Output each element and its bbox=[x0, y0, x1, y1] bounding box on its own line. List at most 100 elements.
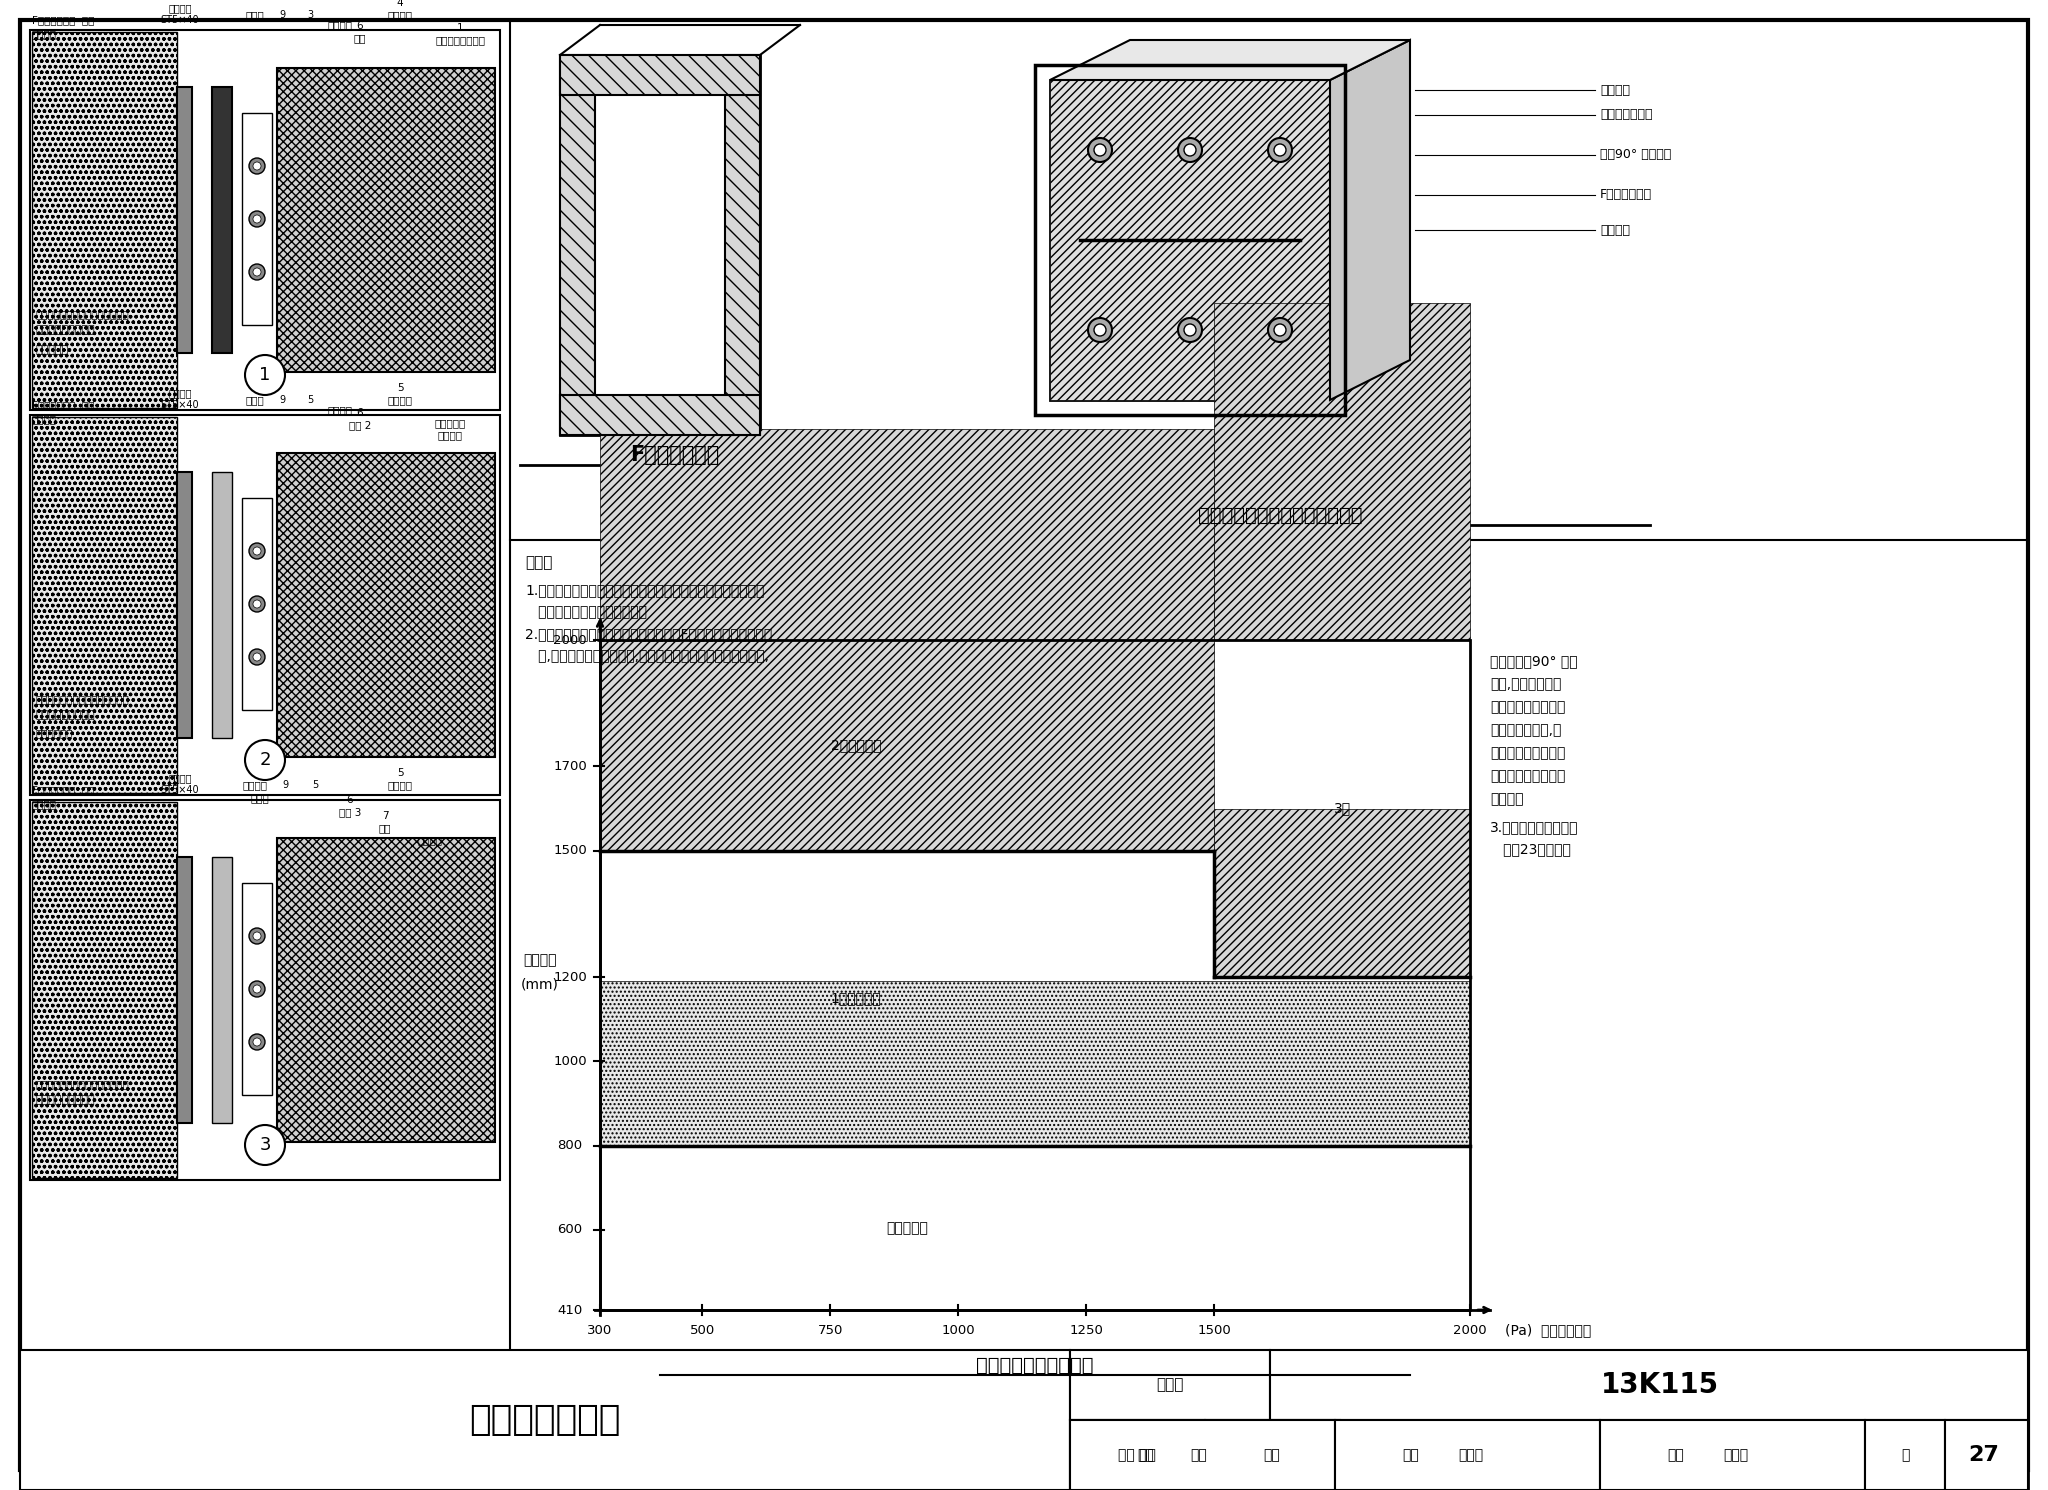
Text: F型铝合金法兰  垫圈: F型铝合金法兰 垫圈 bbox=[33, 15, 94, 25]
Circle shape bbox=[250, 264, 264, 280]
Bar bbox=[1051, 80, 1329, 399]
Text: 4
扁钢法兰: 4 扁钢法兰 bbox=[387, 0, 412, 19]
Text: 2.复合风管接口法兰采用厂家提供的专用F型铝合金法兰及角连接: 2.复合风管接口法兰采用厂家提供的专用F型铝合金法兰及角连接 bbox=[524, 627, 772, 641]
Text: 2: 2 bbox=[260, 751, 270, 769]
Bar bbox=[213, 86, 231, 353]
Circle shape bbox=[1268, 139, 1292, 162]
Text: 绝热材料: 绝热材料 bbox=[33, 414, 57, 425]
Text: 弹簧垫圈: 弹簧垫圈 bbox=[328, 19, 352, 30]
Text: 密封垫: 密封垫 bbox=[246, 395, 264, 405]
Text: 角粘贴达到要求。软: 角粘贴达到要求。软 bbox=[1491, 700, 1565, 714]
Text: 集第23页对应。: 集第23页对应。 bbox=[1491, 842, 1571, 855]
Text: 1
带软法兰边软连接: 1 带软法兰边软连接 bbox=[434, 24, 485, 45]
Text: 件,安装前风管应加固完毕,且风管端面的四个角均要进行加固,: 件,安装前风管应加固完毕,且风管端面的四个角均要进行加固, bbox=[524, 650, 768, 663]
Circle shape bbox=[250, 650, 264, 665]
Text: 校对: 校对 bbox=[1403, 1448, 1419, 1462]
Text: 6
螺栓 3: 6 螺栓 3 bbox=[338, 796, 360, 817]
Text: 3: 3 bbox=[307, 10, 313, 19]
Text: 自攻螺钉
ST5×40: 自攻螺钉 ST5×40 bbox=[160, 389, 199, 410]
Bar bbox=[600, 641, 1470, 1310]
Text: 螺栓和法兰孔隙处均: 螺栓和法兰孔隙处均 bbox=[1491, 769, 1565, 784]
Circle shape bbox=[250, 596, 264, 612]
Bar bbox=[1204, 1420, 1339, 1490]
Text: 1200: 1200 bbox=[553, 970, 588, 983]
Circle shape bbox=[254, 162, 260, 170]
Text: 3个: 3个 bbox=[1333, 802, 1350, 815]
Text: 使用用钢制90° 角加: 使用用钢制90° 角加 bbox=[1491, 654, 1577, 668]
Bar bbox=[213, 857, 231, 1123]
Text: 750: 750 bbox=[817, 1323, 844, 1337]
Circle shape bbox=[254, 1039, 260, 1046]
Circle shape bbox=[254, 268, 260, 276]
Circle shape bbox=[250, 542, 264, 559]
Text: 自攻螺钉
ST5×40: 自攻螺钉 ST5×40 bbox=[160, 773, 199, 796]
Circle shape bbox=[254, 600, 260, 608]
Circle shape bbox=[246, 741, 285, 779]
Bar bbox=[33, 417, 176, 793]
Text: 风管边长: 风管边长 bbox=[522, 954, 557, 967]
Text: 说明：: 说明： bbox=[524, 554, 553, 571]
Text: 页: 页 bbox=[1901, 1448, 1909, 1462]
Bar bbox=[559, 55, 760, 95]
Circle shape bbox=[1087, 139, 1112, 162]
Circle shape bbox=[246, 1125, 285, 1165]
Text: 6
螺栓 2: 6 螺栓 2 bbox=[348, 408, 371, 431]
Text: 钢制90° 角加固件: 钢制90° 角加固件 bbox=[1599, 149, 1671, 161]
Bar bbox=[213, 472, 231, 738]
Text: 5: 5 bbox=[311, 779, 317, 790]
Text: 设计: 设计 bbox=[1667, 1448, 1683, 1462]
Text: 9: 9 bbox=[279, 10, 285, 19]
Text: 500: 500 bbox=[690, 1323, 715, 1337]
Text: 13K115: 13K115 bbox=[1602, 1371, 1718, 1399]
Bar bbox=[31, 30, 500, 410]
Bar bbox=[1069, 1350, 1270, 1420]
Text: 密封垫: 密封垫 bbox=[246, 10, 264, 19]
Text: 绝热材料: 绝热材料 bbox=[33, 28, 57, 39]
Circle shape bbox=[1178, 317, 1202, 343]
Text: 镀锌钢板压条: 镀锌钢板压条 bbox=[35, 729, 72, 738]
Bar bbox=[1946, 1420, 2028, 1490]
Bar bbox=[1335, 1420, 1599, 1490]
Text: 1250: 1250 bbox=[1069, 1323, 1104, 1337]
Bar bbox=[559, 55, 596, 435]
Text: 连接安装完毕后,角: 连接安装完毕后,角 bbox=[1491, 723, 1561, 738]
Polygon shape bbox=[1051, 40, 1409, 80]
Text: 与复合风管连接: 与复合风管连接 bbox=[469, 1404, 621, 1436]
Text: 800: 800 bbox=[557, 1140, 582, 1152]
Text: 邢巧云: 邢巧云 bbox=[1458, 1448, 1483, 1462]
Bar bbox=[242, 113, 272, 325]
Circle shape bbox=[254, 985, 260, 992]
Circle shape bbox=[250, 928, 264, 945]
Bar bbox=[176, 472, 193, 738]
Bar bbox=[176, 86, 193, 353]
Text: 全德海: 全德海 bbox=[1722, 1448, 1749, 1462]
Text: 黄辉: 黄辉 bbox=[1190, 1448, 1206, 1462]
Bar bbox=[20, 1350, 2028, 1490]
Text: 300: 300 bbox=[588, 1323, 612, 1337]
Text: 1000: 1000 bbox=[942, 1323, 975, 1337]
Bar bbox=[1214, 302, 1470, 641]
Circle shape bbox=[1274, 323, 1286, 337]
Text: 5
角钢法兰: 5 角钢法兰 bbox=[387, 383, 412, 405]
Bar bbox=[1069, 1420, 1204, 1490]
Circle shape bbox=[1178, 139, 1202, 162]
Bar bbox=[31, 800, 500, 1180]
Text: 5
角钢法兰: 5 角钢法兰 bbox=[387, 769, 412, 790]
Text: F型铝合金法兰: F型铝合金法兰 bbox=[631, 446, 719, 465]
Bar bbox=[1051, 80, 1329, 399]
Circle shape bbox=[1094, 323, 1106, 337]
Text: 聚氨酯铝箔复合风管: 聚氨酯铝箔复合风管 bbox=[35, 1095, 94, 1106]
Text: 1500: 1500 bbox=[553, 845, 588, 857]
Circle shape bbox=[250, 980, 264, 997]
Bar bbox=[20, 1350, 1069, 1490]
Text: F型铝合金法兰  垫圈: F型铝合金法兰 垫圈 bbox=[33, 399, 94, 410]
Text: 3.材料附件编号与本图: 3.材料附件编号与本图 bbox=[1491, 820, 1579, 834]
Text: 图集号: 图集号 bbox=[1157, 1377, 1184, 1393]
Circle shape bbox=[250, 1034, 264, 1050]
Text: 复合风管与软连接接口处示意图: 复合风管与软连接接口处示意图 bbox=[1198, 505, 1362, 524]
Text: 软连接带: 软连接带 bbox=[418, 834, 442, 845]
Text: 彩钢绝热风管、酚醛铝箔复合风管: 彩钢绝热风管、酚醛铝箔复合风管 bbox=[35, 308, 129, 319]
Text: 1000: 1000 bbox=[553, 1055, 588, 1068]
Circle shape bbox=[1184, 145, 1196, 156]
Text: 7
铆钉: 7 铆钉 bbox=[379, 812, 391, 833]
